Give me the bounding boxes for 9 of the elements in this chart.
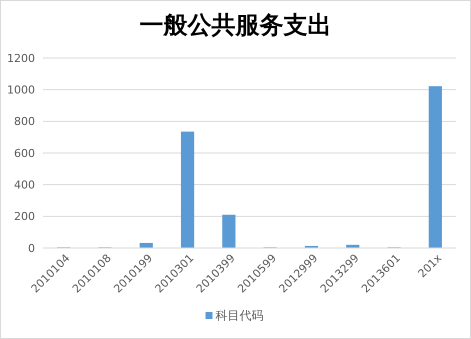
legend-label: 科目代码 — [216, 308, 264, 323]
chart-title: 一般公共服务支出 — [140, 10, 332, 39]
y-tick-label: 1200 — [7, 52, 35, 65]
y-tick-label: 200 — [14, 210, 35, 224]
y-tick-label: 800 — [14, 115, 35, 128]
y-tick-label: 600 — [14, 146, 35, 160]
y-tick-label: 0 — [28, 242, 35, 255]
y-tick-label: 400 — [14, 178, 35, 192]
y-tick-label: 1000 — [7, 84, 35, 97]
